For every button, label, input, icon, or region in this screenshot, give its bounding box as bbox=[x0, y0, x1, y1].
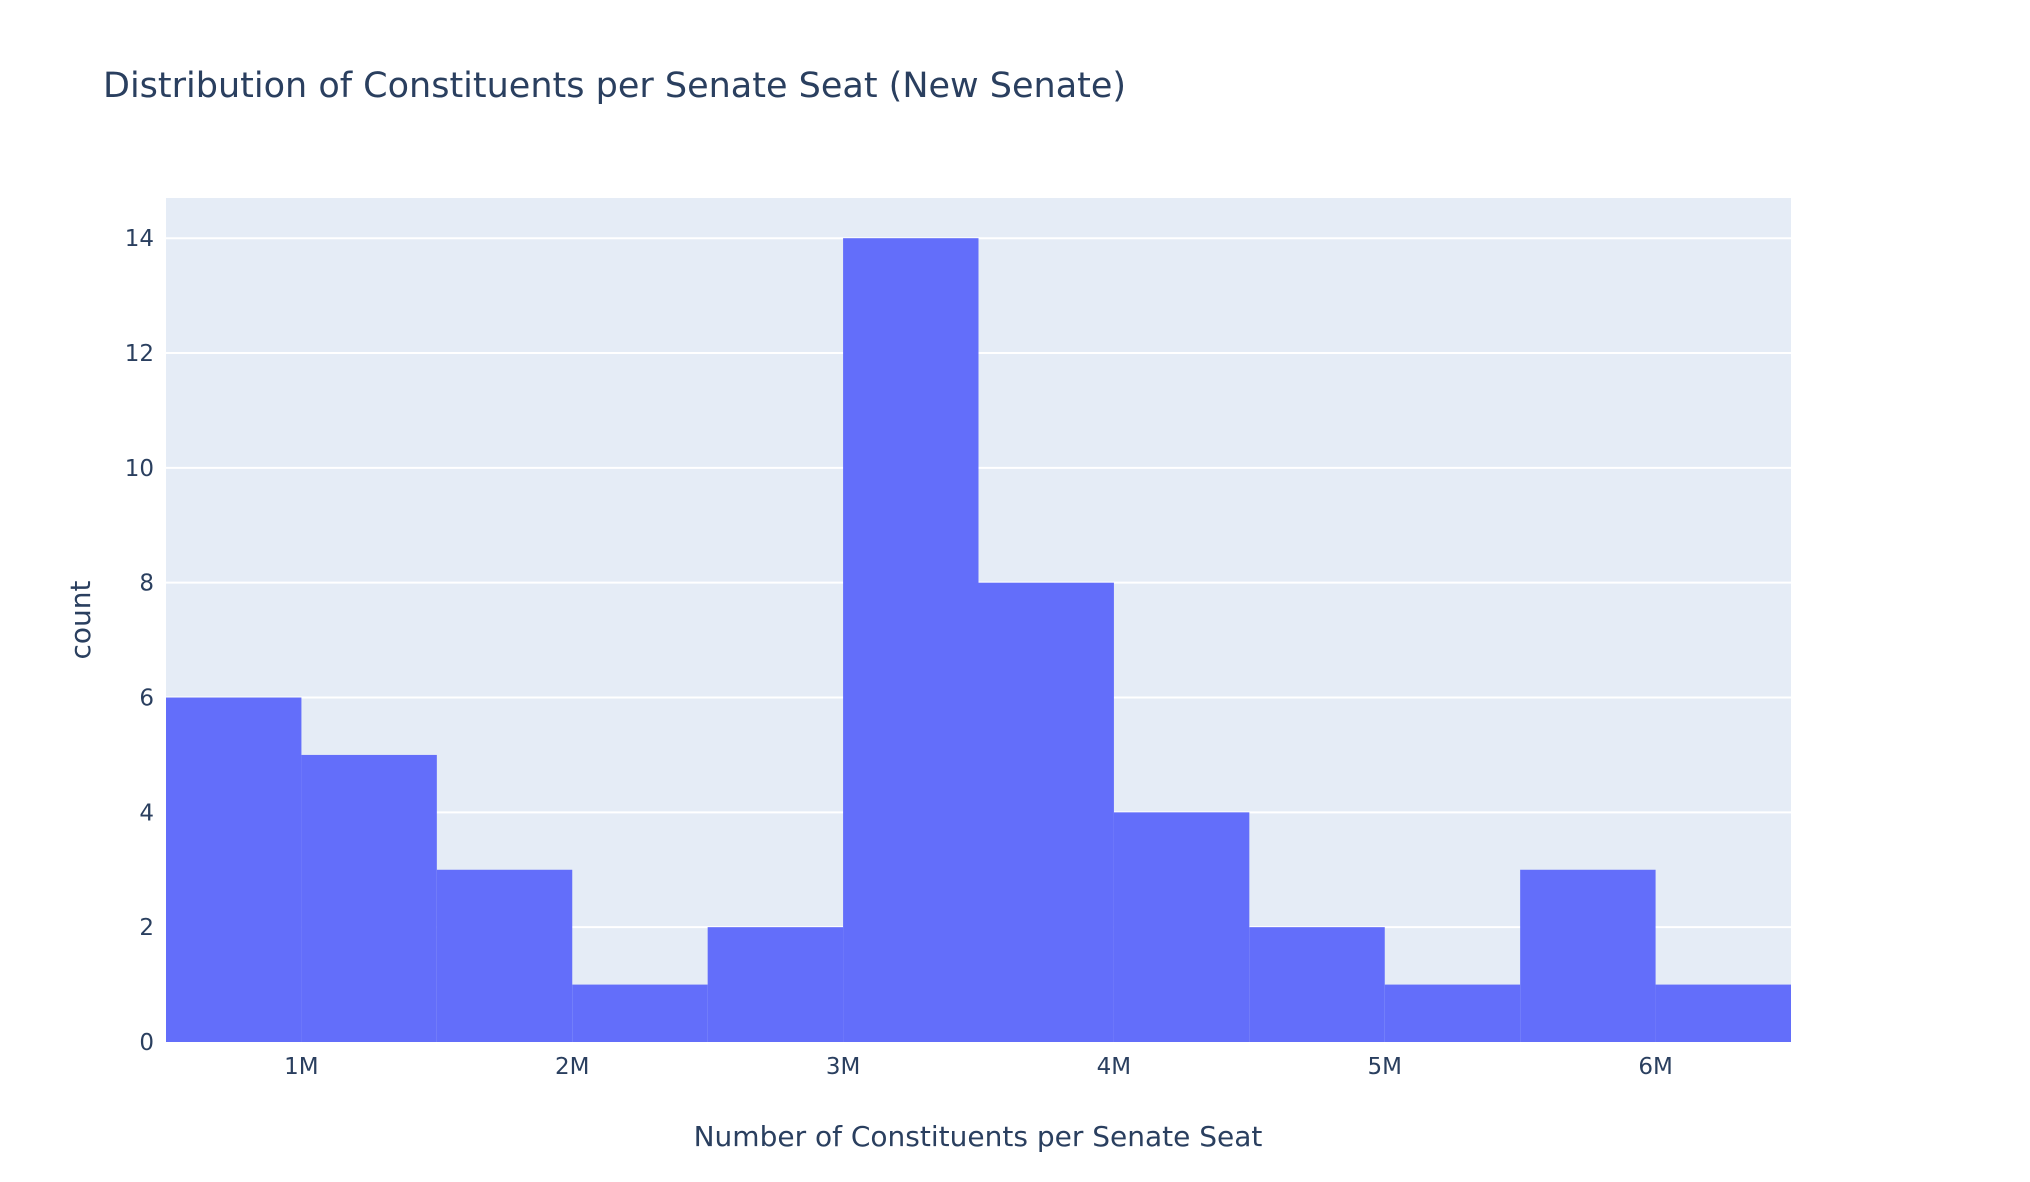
bar-6[interactable] bbox=[978, 582, 1114, 1042]
y-tick-label-5: 10 bbox=[125, 456, 154, 482]
x-axis-label: Number of Constituents per Senate Seat bbox=[694, 1120, 1263, 1153]
bar-3[interactable] bbox=[572, 984, 708, 1042]
bar-5[interactable] bbox=[843, 238, 979, 1042]
x-tick-label-4: 5M bbox=[1368, 1054, 1402, 1080]
x-tick-label-1: 2M bbox=[555, 1054, 589, 1080]
y-tick-label-6: 12 bbox=[125, 341, 154, 367]
x-tick-label-5: 6M bbox=[1638, 1054, 1672, 1080]
y-tick-label-0: 0 bbox=[139, 1030, 154, 1056]
bar-4[interactable] bbox=[707, 927, 844, 1042]
bar-8[interactable] bbox=[1249, 927, 1385, 1042]
y-axis-label: count bbox=[64, 580, 97, 659]
bar-0[interactable] bbox=[166, 697, 302, 1042]
x-axis-ticks: 1M 2M 3M 4M 5M 6M bbox=[284, 1054, 1673, 1080]
bar-11[interactable] bbox=[1655, 984, 1791, 1042]
y-tick-label-7: 14 bbox=[125, 226, 154, 252]
x-tick-label-2: 3M bbox=[826, 1054, 860, 1080]
y-tick-label-4: 8 bbox=[139, 571, 154, 597]
bars bbox=[166, 238, 1791, 1042]
x-tick-label-3: 4M bbox=[1097, 1054, 1131, 1080]
x-tick-label-0: 1M bbox=[284, 1054, 318, 1080]
bar-9[interactable] bbox=[1384, 984, 1521, 1042]
y-tick-label-1: 2 bbox=[139, 915, 154, 941]
bar-1[interactable] bbox=[301, 754, 437, 1042]
bar-7[interactable] bbox=[1113, 812, 1250, 1042]
bar-10[interactable] bbox=[1520, 869, 1656, 1042]
bar-2[interactable] bbox=[436, 869, 573, 1042]
y-tick-label-2: 4 bbox=[139, 800, 154, 826]
y-axis-ticks: 0 2 4 6 8 10 12 14 bbox=[125, 226, 154, 1056]
y-tick-label-3: 6 bbox=[139, 686, 154, 712]
chart-title: Distribution of Constituents per Senate … bbox=[103, 66, 1126, 106]
